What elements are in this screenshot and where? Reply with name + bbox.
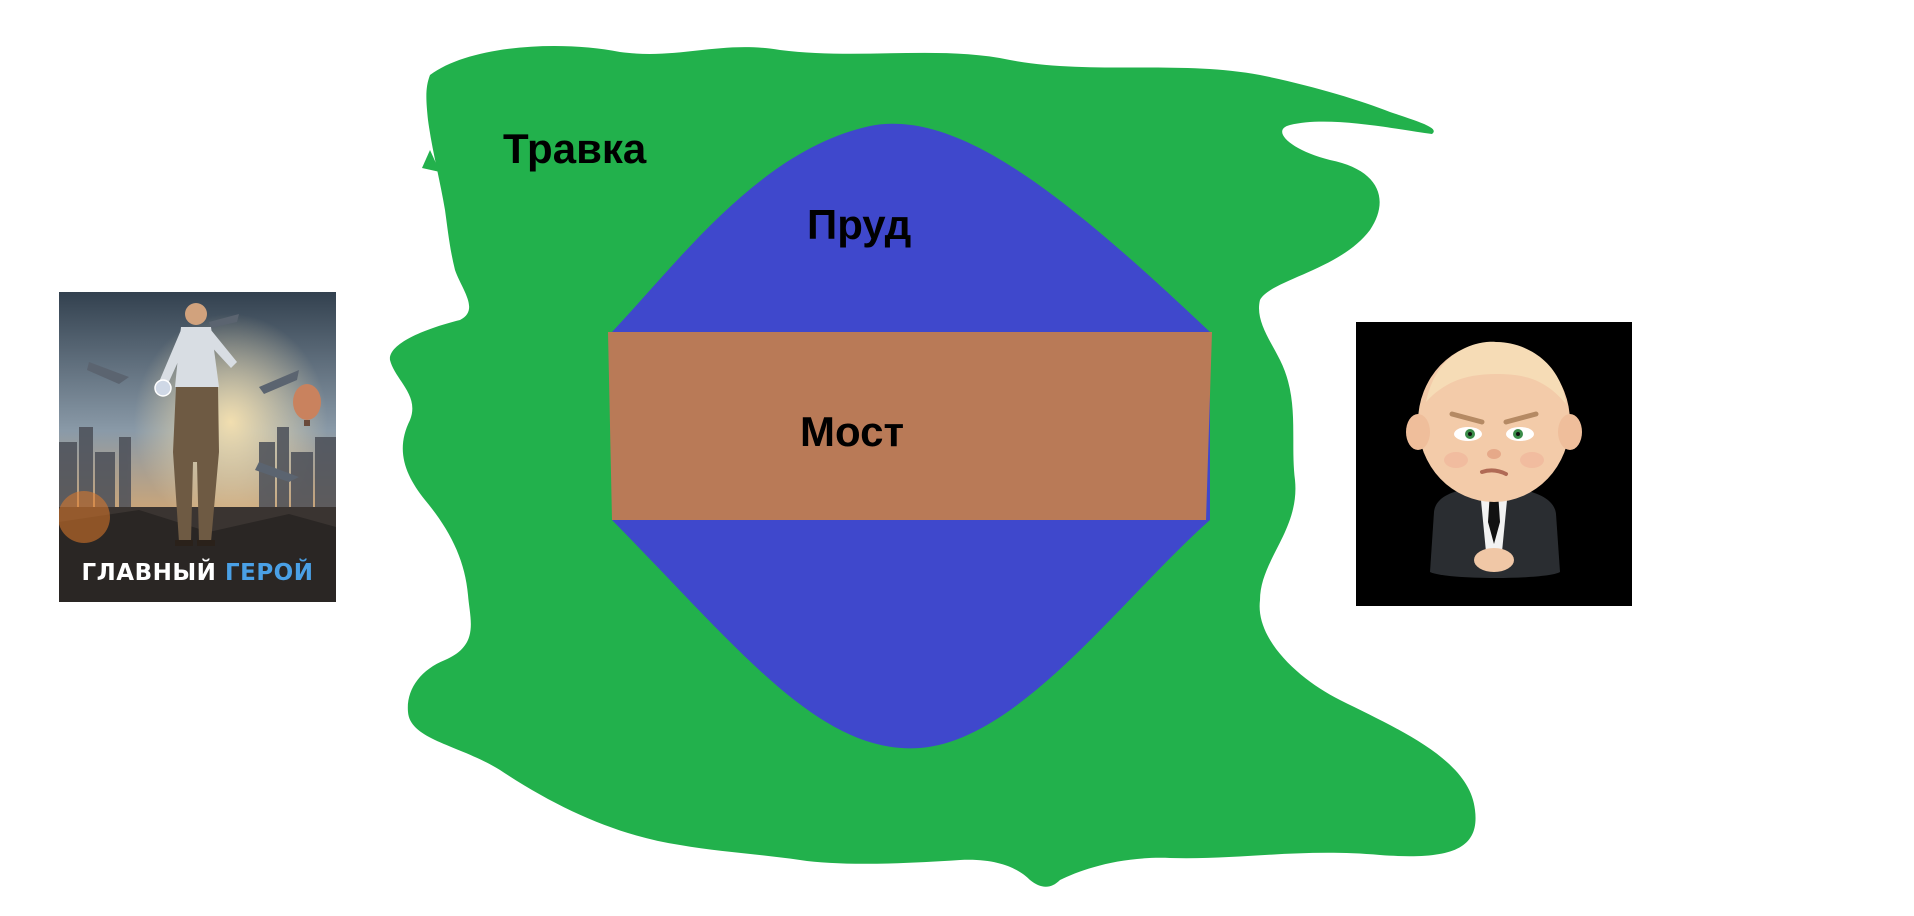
poster-caption-part2: ГЕРОЙ [224, 560, 314, 586]
movie-poster-hero-icon: ГЛАВНЫЙ ГЕРОЙ [59, 292, 336, 602]
bridge-area [608, 332, 1212, 520]
grass-notch [422, 150, 440, 172]
poster-illustration [59, 292, 336, 602]
hero-figure [154, 303, 237, 546]
boss-baby-icon [1356, 322, 1632, 606]
grass-label: Травка [503, 125, 647, 172]
bridge-label: Мост [800, 408, 905, 455]
poster-caption: ГЛАВНЫЙ ГЕРОЙ [59, 560, 336, 586]
baby-illustration [1356, 322, 1632, 606]
pond-label: Пруд [807, 201, 912, 248]
poster-caption-part1: ГЛАВНЫЙ [81, 560, 217, 586]
